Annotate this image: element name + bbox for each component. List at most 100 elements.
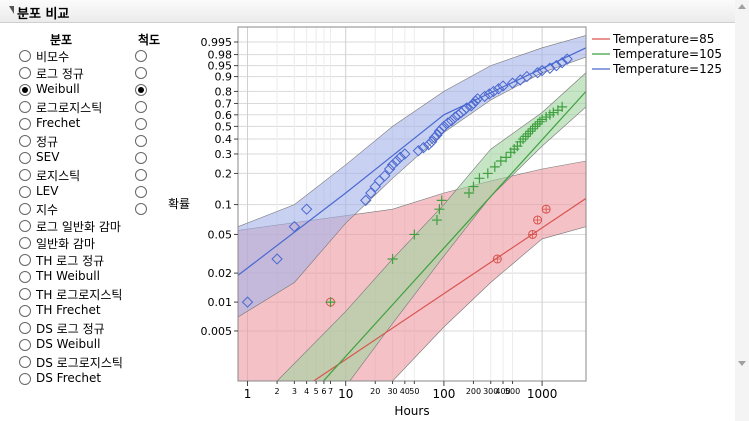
- scale-radio[interactable]: [135, 101, 147, 113]
- x-tick-label: 300: [483, 387, 498, 396]
- distribution-column-header: 분포: [50, 33, 73, 47]
- data-point: [544, 62, 556, 74]
- scale-radio[interactable]: [135, 152, 147, 164]
- distribution-radio[interactable]: [19, 220, 31, 232]
- data-point: [533, 216, 542, 225]
- distribution-row: 로그 일반화 감마: [0, 218, 170, 235]
- scale-radio[interactable]: [135, 203, 147, 215]
- x-tick-label: 20: [370, 387, 380, 396]
- legend-entry: Temperature=105: [612, 47, 722, 61]
- x-axis-label: Hours: [394, 404, 429, 418]
- x-tick-label: 100: [432, 387, 455, 401]
- y-tick-label: 0.5: [215, 120, 233, 133]
- data-point: [394, 151, 407, 164]
- distribution-row: LEV: [0, 184, 170, 201]
- y-tick-label: 0.3: [215, 148, 233, 161]
- x-tick-label: 200: [466, 387, 481, 396]
- panel-header[interactable]: 분포 비교: [0, 0, 735, 23]
- data-point: [525, 126, 536, 137]
- data-point: [521, 70, 533, 83]
- panel-title: 분포 비교: [17, 7, 70, 22]
- distribution-row: Weibull: [0, 82, 170, 99]
- distribution-radio[interactable]: [19, 169, 31, 181]
- distribution-radio[interactable]: [19, 305, 31, 317]
- distribution-radio[interactable]: [19, 339, 31, 351]
- data-point: [422, 138, 435, 151]
- distribution-label: TH Weibull: [36, 269, 100, 283]
- y-tick-label: 0.05: [208, 228, 233, 241]
- data-point: [518, 134, 529, 145]
- y-tick-label: 0.995: [201, 36, 233, 49]
- distribution-radio[interactable]: [19, 186, 31, 198]
- distribution-radio[interactable]: [19, 373, 31, 385]
- distribution-radio[interactable]: [19, 254, 31, 266]
- disclosure-triangle-icon[interactable]: [4, 6, 14, 14]
- distribution-radio[interactable]: [19, 152, 31, 164]
- distribution-radio[interactable]: [19, 135, 31, 147]
- data-point: [520, 131, 531, 142]
- distribution-radio[interactable]: [19, 67, 31, 79]
- distribution-row: DS 로그로지스틱: [0, 354, 170, 371]
- distribution-label: 로그 일반화 감마: [36, 220, 121, 234]
- distribution-radio[interactable]: [19, 203, 31, 215]
- distribution-row: TH 로그 정규: [0, 252, 170, 269]
- scale-radio[interactable]: [135, 50, 147, 62]
- data-point: [469, 95, 482, 107]
- scale-radio[interactable]: [135, 67, 147, 79]
- data-point: [497, 80, 509, 92]
- data-point: [467, 97, 480, 110]
- y-tick-label: 0.8: [215, 85, 233, 98]
- distribution-row: TH Frechet: [0, 303, 170, 320]
- legend-entry: Temperature=125: [612, 62, 722, 76]
- distribution-label: Frechet: [36, 116, 81, 130]
- y-tick-label: 0.01: [208, 296, 233, 309]
- scale-radio[interactable]: [135, 135, 147, 147]
- scale-radio[interactable]: [135, 118, 147, 130]
- distribution-radio[interactable]: [19, 271, 31, 283]
- distribution-radio[interactable]: [19, 101, 31, 113]
- distribution-radio[interactable]: [19, 322, 31, 334]
- distribution-radio[interactable]: [19, 50, 31, 62]
- data-point: [417, 141, 430, 154]
- data-point: [399, 148, 411, 160]
- scroll-down-icon[interactable]: [738, 361, 746, 366]
- distribution-label: TH 로그로지스틱: [36, 288, 123, 302]
- x-tick-label: 40: [400, 387, 410, 396]
- distribution-row: 로그로지스틱: [0, 99, 170, 116]
- y-tick-label: 0.98: [208, 49, 233, 62]
- distribution-label: DS 로그로지스틱: [36, 356, 123, 370]
- y-tick-label: 0.02: [208, 267, 233, 280]
- distribution-radio[interactable]: [19, 288, 31, 300]
- legend-entry: Temperature=85: [612, 32, 714, 46]
- distribution-label: 비모수: [36, 50, 70, 64]
- data-point: [532, 119, 543, 130]
- data-point: [300, 203, 313, 215]
- scale-radio[interactable]: [135, 186, 147, 198]
- distribution-radio[interactable]: [19, 356, 31, 368]
- scale-radio[interactable]: [135, 169, 147, 181]
- distribution-row: TH 로그로지스틱: [0, 286, 170, 303]
- distribution-label: 지수: [36, 203, 59, 217]
- scale-radio[interactable]: [135, 84, 147, 96]
- x-tick-label: 30: [387, 387, 397, 396]
- x-tick-label: 400: [495, 387, 510, 396]
- distribution-radio[interactable]: [19, 237, 31, 249]
- distribution-label: DS 로그 정규: [36, 322, 105, 336]
- y-tick-label: 0.2: [215, 167, 233, 180]
- x-tick-label: 1000: [527, 387, 558, 401]
- data-point: [365, 187, 377, 199]
- data-point: [271, 253, 283, 265]
- vertical-scrollbar[interactable]: [735, 0, 749, 421]
- data-point: [468, 181, 479, 192]
- distribution-radio[interactable]: [19, 84, 31, 96]
- data-point: [288, 220, 301, 233]
- data-point: [463, 187, 474, 198]
- fit-line: [312, 197, 586, 381]
- distribution-radio[interactable]: [19, 118, 31, 130]
- scroll-up-icon[interactable]: [738, 4, 746, 9]
- data-point: [483, 88, 496, 100]
- distribution-label: 로그 정규: [36, 67, 84, 81]
- data-point: [561, 53, 573, 65]
- data-point: [412, 145, 425, 157]
- distribution-label: 로그로지스틱: [36, 101, 103, 115]
